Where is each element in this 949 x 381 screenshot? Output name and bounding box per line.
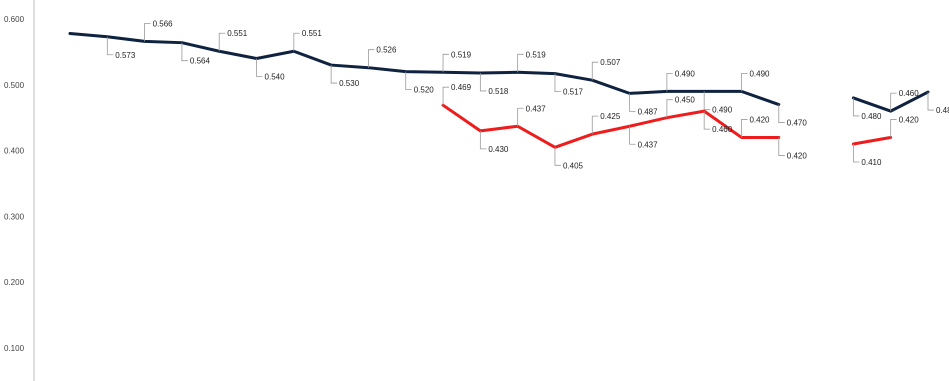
data-label: 0.573: [115, 51, 136, 60]
data-label: 0.410: [861, 158, 882, 167]
data-label-leader: [479, 72, 487, 92]
data-label: 0.430: [488, 145, 509, 154]
data-label: 0.420: [899, 115, 920, 124]
data-label: 0.490: [675, 69, 696, 78]
data-label-leader: [517, 53, 524, 73]
data-label-leader: [479, 130, 487, 150]
data-label-leader: [852, 144, 860, 163]
data-label: 0.566: [153, 19, 174, 28]
data-label-leader: [106, 36, 114, 56]
data-label-leader: [591, 61, 599, 81]
data-label-leader: [405, 71, 412, 91]
data-label: 0.519: [451, 50, 472, 59]
data-label: 0.519: [526, 50, 547, 59]
y-axis-ticks: 0.600 0.500 0.400 0.300 0.200 0.100: [4, 15, 25, 353]
data-label: 0.470: [787, 119, 808, 128]
data-label-leader: [629, 93, 636, 112]
data-label-leader: [591, 115, 599, 135]
y-tick-label: 0.200: [4, 278, 25, 287]
data-label-leader: [741, 119, 748, 138]
data-label: 0.490: [712, 105, 733, 114]
y-tick-label: 0.500: [4, 81, 25, 90]
data-label: 0.460: [712, 125, 733, 134]
data-label: 0.564: [190, 57, 211, 66]
data-label-leader: [703, 111, 711, 130]
data-label-leader: [293, 32, 300, 52]
data-label: 0.487: [638, 107, 659, 116]
y-tick-label: 0.400: [4, 147, 25, 156]
data-label-leader: [554, 73, 561, 93]
series-2-line: [851, 135, 893, 146]
data-label-leader: [703, 91, 711, 110]
data-label: 0.420: [787, 151, 808, 160]
data-label: 0.437: [526, 104, 547, 113]
y-tick-label: 0.300: [4, 212, 25, 221]
data-label-leader: [517, 107, 524, 127]
data-label-layer: 0.573 0.566 0.564 0.551 0.540 0.551 0.530 0.526…: [106, 19, 949, 170]
data-label: 0.551: [227, 29, 248, 38]
data-label-leader: [778, 137, 785, 156]
data-label-leader: [778, 104, 785, 123]
data-label-leader: [144, 22, 151, 42]
data-label-leader: [218, 32, 226, 52]
series-1-line: [68, 31, 781, 107]
data-label: 0.551: [302, 29, 323, 38]
data-label-leader: [554, 147, 561, 166]
data-label: 0.520: [414, 86, 435, 95]
data-label-leader: [927, 92, 934, 111]
data-label: 0.469: [451, 83, 472, 92]
data-label: 0.540: [265, 72, 286, 81]
data-label-leader: [629, 126, 636, 145]
data-label: 0.405: [563, 161, 584, 170]
data-label-leader: [741, 72, 748, 92]
data-label-leader: [330, 65, 338, 84]
data-label: 0.518: [488, 87, 509, 96]
data-label: 0.450: [675, 96, 696, 105]
data-label-leader: [666, 99, 673, 118]
data-label: 0.507: [600, 58, 621, 67]
data-label: 0.530: [339, 79, 360, 88]
data-label-leader: [666, 72, 673, 92]
data-label-leader: [368, 49, 375, 68]
data-label: 0.526: [376, 46, 397, 55]
series-2-line: [441, 103, 781, 149]
data-label: 0.489: [936, 106, 949, 115]
y-tick-label: 0.600: [4, 15, 25, 24]
data-label: 0.425: [600, 112, 621, 121]
data-label: 0.480: [861, 112, 882, 121]
data-label-leader: [256, 58, 263, 77]
data-label-leader: [442, 53, 450, 73]
data-label-leader: [890, 92, 897, 112]
data-label: 0.420: [749, 115, 770, 124]
data-label: 0.437: [638, 140, 659, 149]
data-label: 0.517: [563, 88, 584, 97]
data-label-leader: [181, 42, 188, 62]
y-tick-label: 0.100: [4, 344, 25, 353]
data-label: 0.460: [899, 89, 920, 98]
data-label-leader: [442, 86, 450, 106]
data-label: 0.490: [749, 69, 770, 78]
data-label-leader: [852, 97, 860, 117]
data-label-leader: [890, 119, 897, 138]
